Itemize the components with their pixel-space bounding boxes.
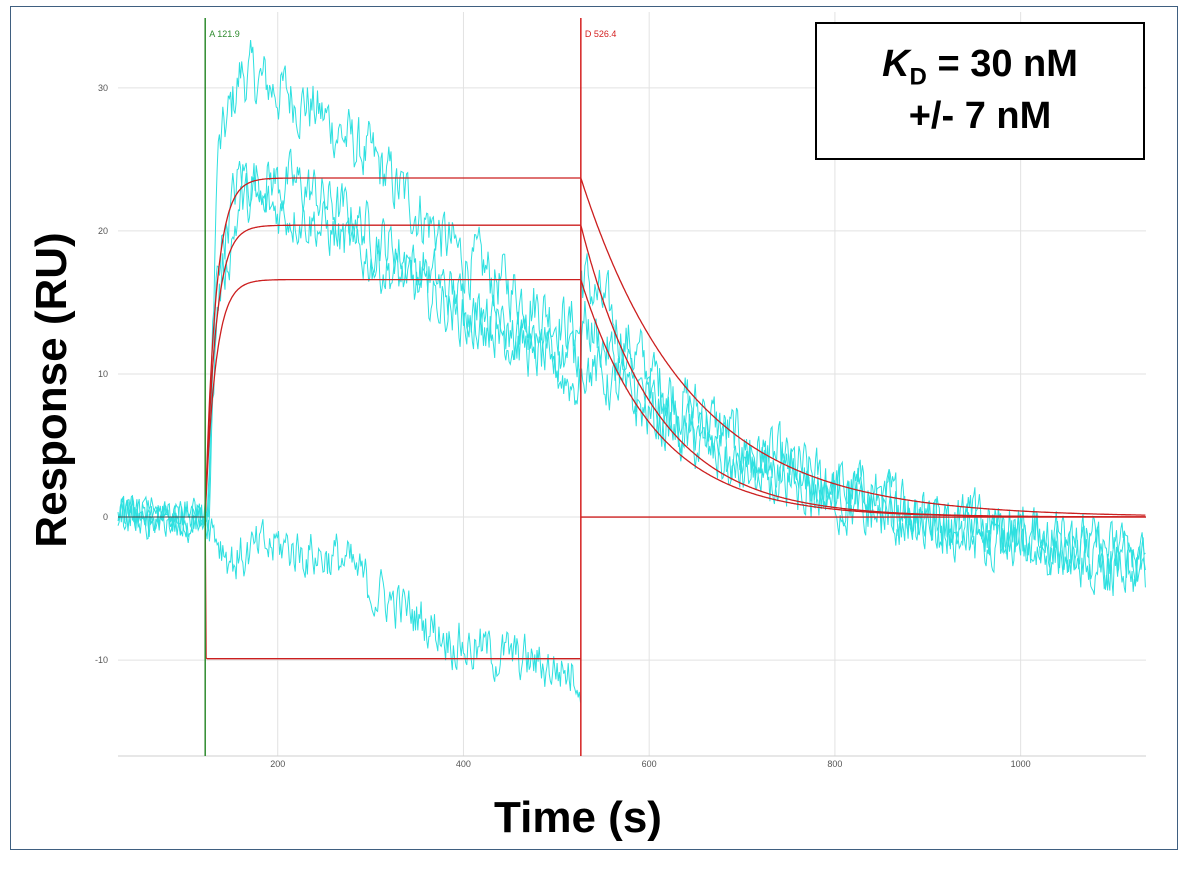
dissociation-marker-label: D 526.4 — [585, 29, 617, 39]
sensorgram-trace — [117, 172, 1146, 593]
y-tick-label: 10 — [98, 369, 108, 379]
kd-error: +/- 7 nM — [908, 95, 1052, 138]
tick-labels: 200 400 600 800 1000 -10 0 10 20 30 — [95, 83, 1031, 769]
kd-line-1: KD = 30 nM — [882, 41, 1078, 93]
x-tick-label: 200 — [270, 759, 285, 769]
x-tick-label: 1000 — [1011, 759, 1031, 769]
association-marker-label: A 121.9 — [209, 29, 240, 39]
y-axis-label: Response (RU) — [27, 232, 76, 548]
fit-curve — [204, 224, 1146, 518]
y-tick-label: 20 — [98, 226, 108, 236]
kd-symbol: K — [882, 43, 910, 86]
kd-value: = 30 nM — [926, 43, 1078, 86]
kd-annotation-box: KD = 30 nM +/- 7 nM — [815, 22, 1145, 160]
sensorgram-trace — [117, 148, 1146, 585]
fit-curve — [204, 177, 1146, 518]
fit-curve — [204, 517, 581, 660]
kd-subscript: D — [909, 64, 927, 92]
y-tick-label: 0 — [103, 512, 108, 522]
time-markers: A 121.9 D 526.4 — [204, 18, 617, 756]
fit-curves — [118, 177, 1146, 660]
fit-curve — [204, 278, 1146, 518]
sensorgram-traces — [117, 40, 1146, 703]
y-tick-label: 30 — [98, 83, 108, 93]
sensorgram-trace — [117, 40, 1146, 597]
x-tick-label: 800 — [827, 759, 842, 769]
y-tick-label: -10 — [95, 655, 108, 665]
x-tick-label: 400 — [456, 759, 471, 769]
sensorgram-trace — [117, 495, 581, 703]
x-axis-label: Time (s) — [494, 793, 662, 842]
x-tick-label: 600 — [642, 759, 657, 769]
